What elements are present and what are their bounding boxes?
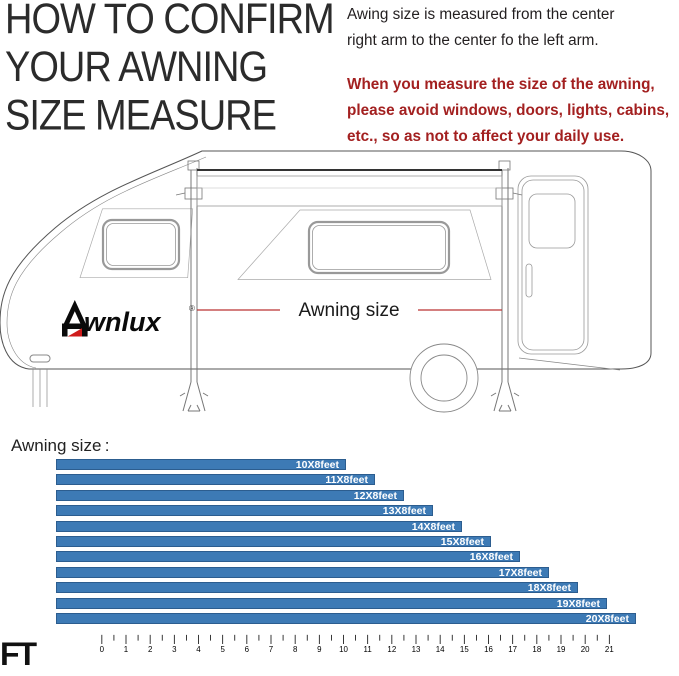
svg-text:14: 14 (436, 645, 445, 654)
svg-text:3: 3 (172, 645, 177, 654)
svg-text:0: 0 (100, 645, 105, 654)
svg-text:11: 11 (364, 645, 373, 654)
svg-text:20: 20 (581, 645, 590, 654)
svg-text:4: 4 (196, 645, 201, 654)
svg-text:5: 5 (220, 645, 225, 654)
svg-text:1: 1 (124, 645, 129, 654)
svg-text:Awning size: Awning size (298, 300, 399, 321)
svg-text:7: 7 (269, 645, 273, 654)
svg-text:6: 6 (245, 645, 250, 654)
svg-text:18: 18 (532, 645, 541, 654)
svg-text:8: 8 (293, 645, 298, 654)
svg-text:9: 9 (317, 645, 322, 654)
svg-text:15: 15 (460, 645, 469, 654)
svg-text:13: 13 (412, 645, 421, 654)
svg-text:21: 21 (605, 645, 614, 654)
svg-text:2: 2 (148, 645, 152, 654)
svg-text:12: 12 (387, 645, 396, 654)
svg-text:16: 16 (484, 645, 493, 654)
svg-text:10: 10 (339, 645, 348, 654)
svg-text:wnlux: wnlux (84, 307, 161, 337)
svg-text:19: 19 (557, 645, 566, 654)
svg-text:17: 17 (508, 645, 517, 654)
svg-text:®: ® (189, 304, 195, 313)
